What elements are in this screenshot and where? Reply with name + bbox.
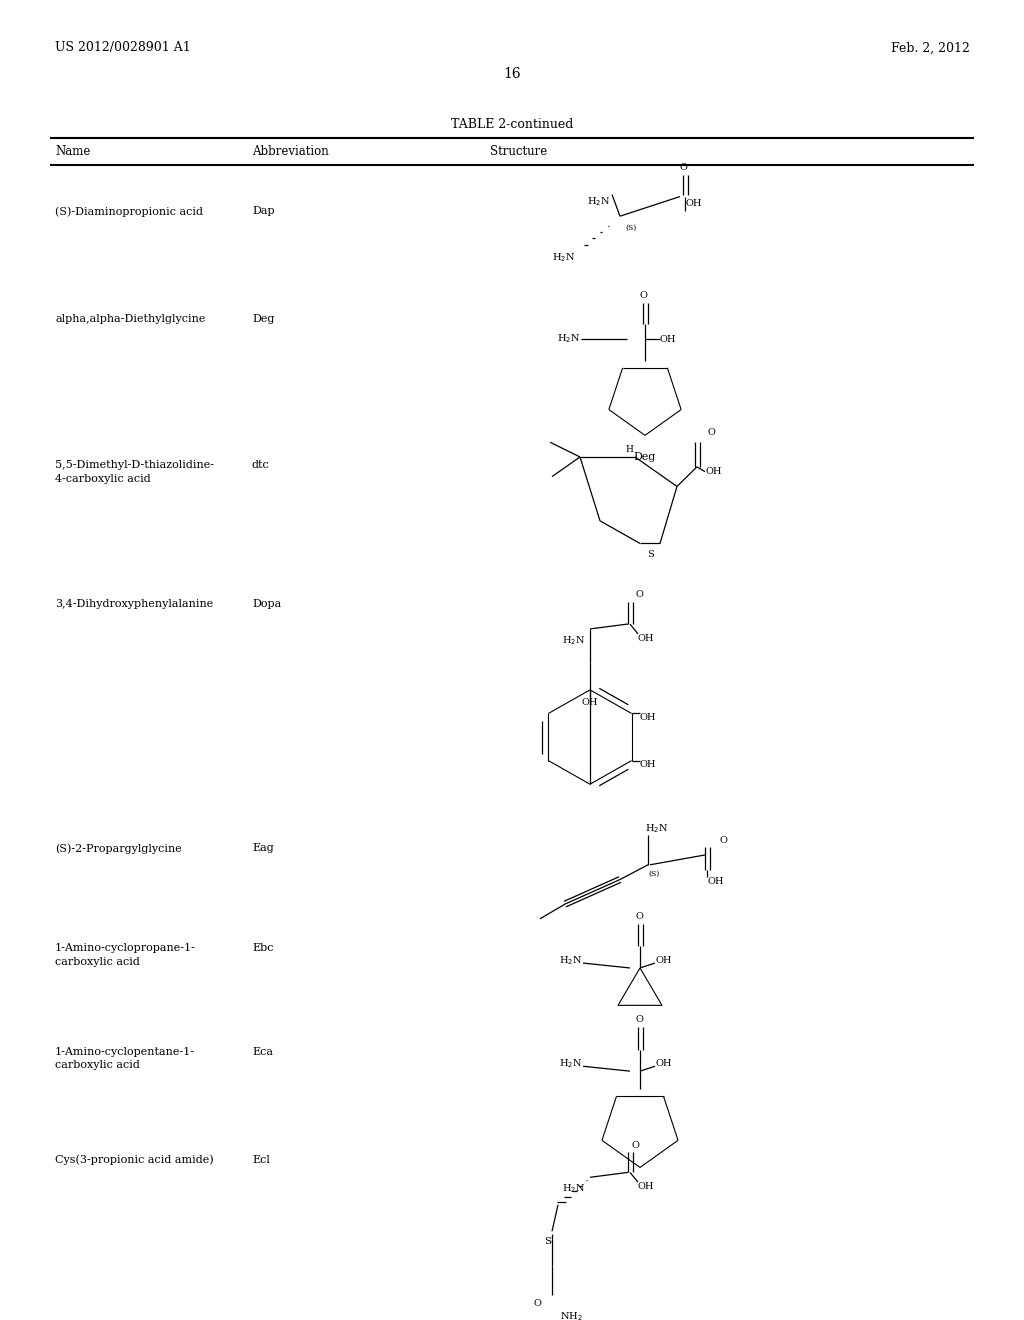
Text: 3,4-Dihydroxyphenylalanine: 3,4-Dihydroxyphenylalanine — [55, 599, 213, 610]
Text: OH: OH — [638, 1183, 654, 1191]
Text: Abbreviation: Abbreviation — [252, 145, 329, 158]
Text: O: O — [680, 162, 688, 172]
Text: Eag: Eag — [252, 843, 273, 853]
Text: H$_2$N: H$_2$N — [562, 1183, 585, 1195]
Text: Ebc: Ebc — [252, 944, 273, 953]
Text: 1-Amino-cyclopentane-1-: 1-Amino-cyclopentane-1- — [55, 1047, 195, 1056]
Text: alpha,alpha-Diethylglycine: alpha,alpha-Diethylglycine — [55, 314, 206, 325]
Text: O: O — [635, 912, 643, 921]
Text: O: O — [640, 290, 648, 300]
Text: Cys(3-propionic acid amide): Cys(3-propionic acid amide) — [55, 1155, 214, 1166]
Text: Deg: Deg — [634, 451, 656, 462]
Text: S: S — [646, 550, 653, 560]
Text: Feb. 2, 2012: Feb. 2, 2012 — [891, 41, 970, 54]
Text: H$_2$N: H$_2$N — [559, 1057, 582, 1069]
Text: OH: OH — [582, 698, 598, 706]
Text: O: O — [534, 1299, 542, 1308]
Text: 4-carboxylic acid: 4-carboxylic acid — [55, 474, 151, 483]
Text: Dopa: Dopa — [252, 599, 282, 610]
Text: O: O — [720, 836, 728, 845]
Text: 1-Amino-cyclopropane-1-: 1-Amino-cyclopropane-1- — [55, 944, 196, 953]
Text: NH$_2$: NH$_2$ — [560, 1309, 583, 1320]
Text: (S): (S) — [625, 224, 636, 232]
Text: H$_2$N: H$_2$N — [559, 954, 582, 966]
Text: carboxylic acid: carboxylic acid — [55, 1060, 140, 1071]
Text: 16: 16 — [503, 67, 521, 81]
Text: H$_2$N: H$_2$N — [557, 333, 580, 346]
Text: carboxylic acid: carboxylic acid — [55, 957, 140, 968]
Text: OH: OH — [705, 467, 722, 477]
Text: O: O — [632, 1140, 640, 1150]
Text: Eca: Eca — [252, 1047, 273, 1056]
Text: OH: OH — [655, 1059, 672, 1068]
Text: dtc: dtc — [252, 459, 269, 470]
Text: H$_2$N: H$_2$N — [587, 195, 610, 209]
Text: OH: OH — [708, 876, 725, 886]
Text: OH: OH — [640, 760, 656, 770]
Text: OH: OH — [638, 634, 654, 643]
Text: H: H — [625, 445, 633, 454]
Text: (S)-2-Propargylglycine: (S)-2-Propargylglycine — [55, 843, 181, 854]
Text: Name: Name — [55, 145, 90, 158]
Text: H$_2$N: H$_2$N — [645, 822, 669, 836]
Text: TABLE 2-continued: TABLE 2-continued — [451, 117, 573, 131]
Text: OH: OH — [655, 956, 672, 965]
Text: O: O — [635, 590, 643, 599]
Text: H$_2$N: H$_2$N — [552, 251, 575, 264]
Text: (S)-Diaminopropionic acid: (S)-Diaminopropionic acid — [55, 206, 203, 216]
Text: H$_2$N: H$_2$N — [562, 634, 585, 647]
Text: Structure: Structure — [490, 145, 547, 158]
Text: OH: OH — [640, 713, 656, 722]
Text: US 2012/0028901 A1: US 2012/0028901 A1 — [55, 41, 190, 54]
Text: Ecl: Ecl — [252, 1155, 270, 1164]
Text: 5,5-Dimethyl-D-thiazolidine-: 5,5-Dimethyl-D-thiazolidine- — [55, 459, 214, 470]
Text: Deg: Deg — [252, 314, 274, 325]
Text: O: O — [635, 1015, 643, 1024]
Text: OH: OH — [685, 198, 701, 207]
Text: OH: OH — [660, 334, 677, 343]
Text: (S): (S) — [648, 870, 659, 878]
Text: O: O — [707, 428, 715, 437]
Text: Dap: Dap — [252, 206, 274, 216]
Text: S: S — [545, 1237, 552, 1246]
